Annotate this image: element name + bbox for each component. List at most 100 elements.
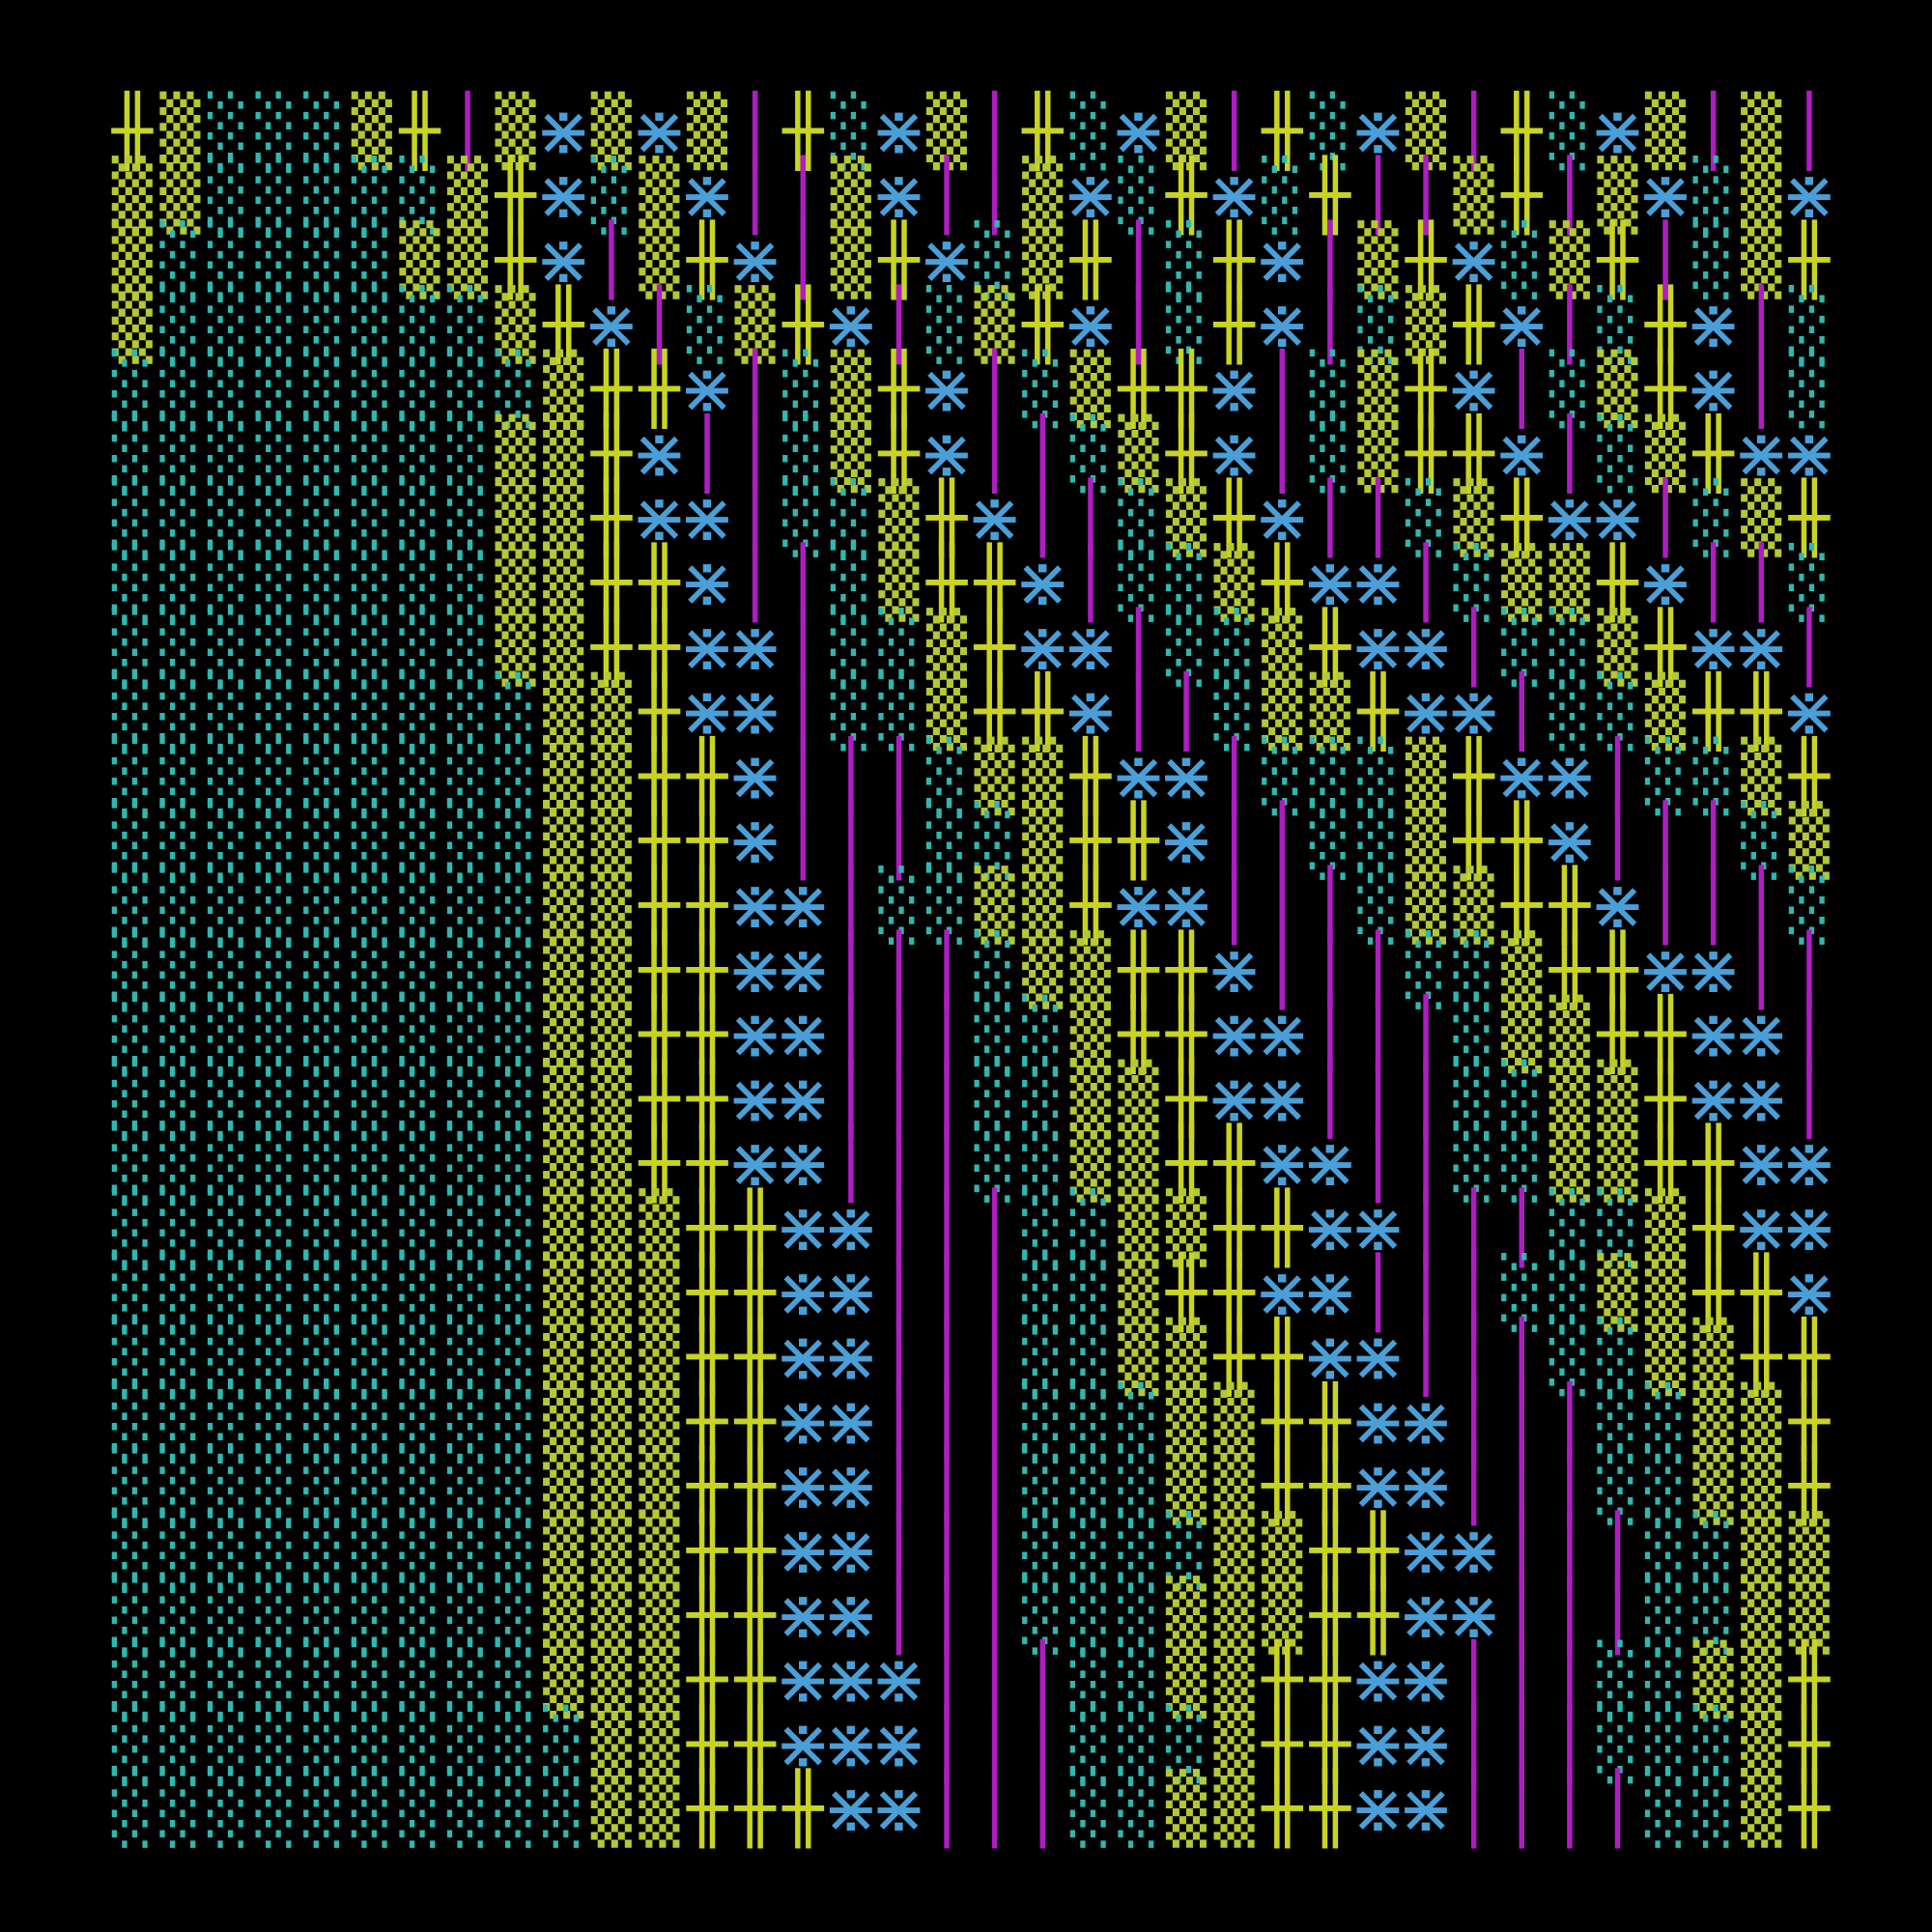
glyph-cell: ░ bbox=[1118, 156, 1158, 235]
glyph-cell: │ bbox=[1022, 412, 1063, 494]
glyph-cell: ░ bbox=[399, 1446, 440, 1525]
glyph-cell: │ bbox=[1310, 284, 1350, 365]
glyph-cell: ▒ bbox=[1166, 1380, 1208, 1461]
glyph-cell: ⋇ bbox=[1780, 1123, 1837, 1203]
glyph-cell: ⋇ bbox=[775, 995, 832, 1074]
glyph-cell: ░ bbox=[1310, 801, 1350, 880]
glyph-cell: ░ bbox=[1549, 608, 1590, 687]
glyph-cell: ░ bbox=[303, 1704, 344, 1783]
glyph-cell: ╫ bbox=[974, 607, 1016, 688]
glyph-cell: ░ bbox=[112, 543, 153, 622]
glyph-cell: │ bbox=[1310, 994, 1350, 1075]
glyph-cell: ░ bbox=[112, 350, 153, 429]
glyph-cell: ⋇ bbox=[1445, 220, 1502, 299]
glyph-cell: ╫ bbox=[1309, 1639, 1351, 1720]
glyph-cell: │ bbox=[1501, 1510, 1542, 1591]
glyph-cell: ⋇ bbox=[775, 1188, 832, 1267]
glyph-cell: │ bbox=[1597, 1575, 1637, 1656]
glyph-cell: │ bbox=[1501, 1768, 1542, 1849]
glyph-cell: ⋇ bbox=[1637, 543, 1694, 622]
glyph-cell: ⋇ bbox=[1350, 608, 1406, 687]
glyph-cell: ╫ bbox=[734, 1445, 777, 1526]
glyph-cell: ░ bbox=[1022, 1446, 1063, 1525]
glyph-cell: ▒ bbox=[543, 607, 584, 687]
glyph-cell: ▒ bbox=[1214, 1380, 1256, 1461]
glyph-cell: ░ bbox=[831, 608, 871, 687]
glyph-cell: ░ bbox=[352, 930, 392, 1009]
glyph-cell: │ bbox=[1118, 671, 1158, 753]
glyph-cell: ⋇ bbox=[1637, 156, 1694, 235]
glyph-cell: ▒ bbox=[1741, 219, 1782, 299]
glyph-cell: ░ bbox=[496, 1123, 536, 1203]
glyph-cell: ░ bbox=[1022, 1188, 1063, 1267]
glyph-cell: ⋇ bbox=[1445, 672, 1502, 752]
glyph-cell: ░ bbox=[1166, 608, 1207, 687]
glyph-cell: ╫ bbox=[1405, 412, 1447, 494]
glyph-cell: ⋇ bbox=[1158, 801, 1215, 880]
glyph-cell: ░ bbox=[975, 1059, 1015, 1138]
glyph-cell: ░ bbox=[1454, 930, 1494, 1009]
glyph-cell: ⋇ bbox=[1301, 543, 1358, 622]
glyph-cell: ╫ bbox=[1069, 800, 1112, 881]
glyph-cell: ▒ bbox=[1645, 1252, 1687, 1332]
glyph-cell: ⋇ bbox=[535, 91, 592, 170]
glyph-cell: ⋇ bbox=[1206, 995, 1263, 1074]
glyph-cell: ▒ bbox=[1022, 865, 1064, 945]
glyph-cell: │ bbox=[1693, 90, 1734, 171]
glyph-cell: ░ bbox=[1118, 1769, 1158, 1848]
glyph-cell: ▒ bbox=[1645, 1317, 1687, 1397]
glyph-cell: ⋇ bbox=[1780, 1253, 1837, 1332]
glyph-cell: ░ bbox=[256, 995, 297, 1074]
glyph-cell: ▒ bbox=[1454, 155, 1495, 235]
glyph-cell: ░ bbox=[1597, 1188, 1637, 1267]
glyph-cell: ▒ bbox=[1406, 800, 1447, 880]
glyph-cell: │ bbox=[1789, 1058, 1830, 1139]
glyph-cell: ░ bbox=[687, 285, 727, 364]
glyph-cell: ⋇ bbox=[822, 1769, 879, 1848]
glyph-cell: │ bbox=[1549, 412, 1590, 494]
glyph-cell: ╫ bbox=[686, 1639, 728, 1720]
glyph-cell: ⋇ bbox=[1398, 1446, 1455, 1525]
glyph-cell: ░ bbox=[1789, 285, 1830, 364]
glyph-cell: ▒ bbox=[1310, 671, 1351, 752]
glyph-cell: ░ bbox=[447, 1318, 488, 1397]
glyph-cell: │ bbox=[782, 735, 823, 816]
glyph-cell: │ bbox=[1741, 542, 1781, 623]
glyph-cell: ░ bbox=[1166, 1511, 1207, 1590]
glyph-cell: │ bbox=[1454, 1317, 1494, 1398]
glyph-cell: │ bbox=[1406, 994, 1446, 1075]
glyph-cell: ╫ bbox=[590, 477, 633, 558]
glyph-cell: ▒ bbox=[1166, 1187, 1208, 1267]
glyph-cell: ▒ bbox=[1741, 1510, 1782, 1590]
glyph-cell: ░ bbox=[399, 866, 440, 945]
glyph-cell: ░ bbox=[1118, 1704, 1158, 1783]
glyph-cell: ⋇ bbox=[775, 1640, 832, 1719]
glyph-cell: ░ bbox=[926, 736, 967, 815]
glyph-cell: ░ bbox=[1549, 1318, 1590, 1397]
glyph-cell: ▒ bbox=[1214, 1768, 1256, 1848]
glyph-cell: ░ bbox=[1645, 1576, 1686, 1655]
glyph-cell: ░ bbox=[256, 478, 297, 557]
glyph-cell: ░ bbox=[352, 672, 392, 752]
glyph-cell: ░ bbox=[975, 930, 1015, 1009]
glyph-cell: ⋇ bbox=[1254, 220, 1311, 299]
glyph-cell: ⋇ bbox=[822, 1576, 879, 1655]
glyph-cell: ╫ bbox=[590, 542, 633, 623]
glyph-cell: │ bbox=[1070, 542, 1111, 623]
glyph-cell: ░ bbox=[1406, 930, 1446, 1009]
glyph-cell: │ bbox=[831, 1058, 871, 1139]
glyph-cell: ░ bbox=[447, 736, 488, 815]
glyph-cell: ▒ bbox=[1549, 1058, 1591, 1138]
glyph-cell: ╫ bbox=[925, 542, 968, 623]
glyph-cell: ▒ bbox=[1118, 412, 1159, 493]
glyph-cell: ░ bbox=[352, 1318, 392, 1397]
glyph-cell: ⋇ bbox=[966, 478, 1023, 557]
glyph-cell: ░ bbox=[1070, 1318, 1111, 1397]
glyph-cell: │ bbox=[1406, 155, 1446, 236]
glyph-cell: │ bbox=[735, 155, 776, 236]
glyph-cell: ▒ bbox=[1741, 155, 1782, 235]
glyph-cell: ▒ bbox=[1645, 671, 1687, 752]
glyph-cell: ▒ bbox=[1406, 865, 1447, 945]
glyph-cell: ▒ bbox=[112, 284, 154, 364]
glyph-cell: ░ bbox=[1070, 91, 1111, 170]
